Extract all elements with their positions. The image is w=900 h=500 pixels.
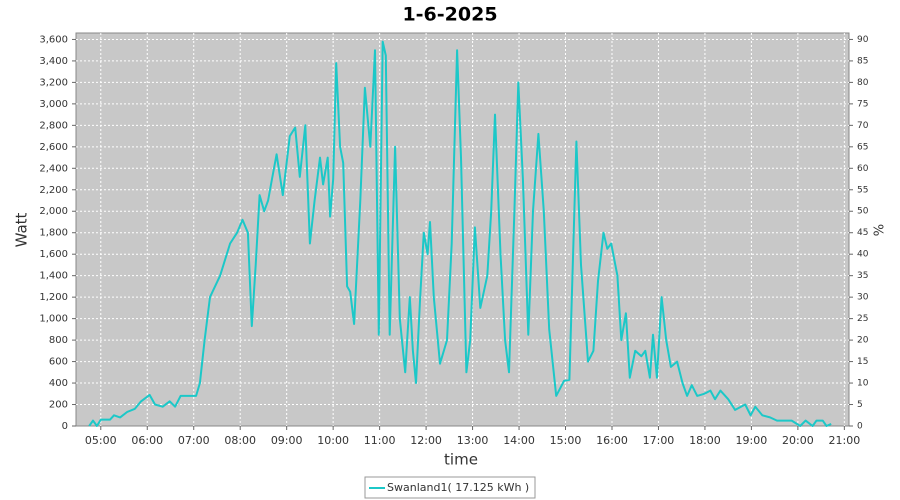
x-tick-label: 06:00 <box>131 434 163 447</box>
y2-tick-label: 65 <box>857 142 868 152</box>
y2-tick-label: 85 <box>857 56 868 66</box>
y-tick-label: 600 <box>49 357 68 368</box>
y2-tick-label: 40 <box>857 250 869 260</box>
y2-tick-label: 50 <box>857 207 869 217</box>
x-tick-label: 18:00 <box>689 434 721 447</box>
y-tick-label: 3,000 <box>39 99 68 110</box>
y2-tick-label: 90 <box>857 35 869 45</box>
x-tick-label: 05:00 <box>85 434 117 447</box>
y-tick-label: 1,600 <box>39 249 68 260</box>
y-tick-label: 2,600 <box>39 142 68 153</box>
y-tick-label: 1,200 <box>39 292 68 303</box>
legend: Swanland1( 17.125 kWh ) <box>364 476 536 499</box>
y2-tick-label: 55 <box>857 185 868 195</box>
data-line <box>88 40 832 427</box>
x-tick-label: 09:00 <box>271 434 303 447</box>
chart-title: 1-6-2025 <box>402 4 497 26</box>
x-tick-label: 08:00 <box>224 434 256 447</box>
x-tick-label: 21:00 <box>829 434 861 447</box>
x-tick-label: 16:00 <box>596 434 628 447</box>
y2-tick-label: 10 <box>857 379 869 389</box>
x-tick-label: 15:00 <box>550 434 582 447</box>
x-tick-label: 17:00 <box>643 434 675 447</box>
y-tick-label: 1,400 <box>39 271 68 282</box>
y-tick-label: 800 <box>49 335 68 346</box>
x-axis-label: time <box>444 451 478 469</box>
y-tick-label: 1,800 <box>39 228 68 239</box>
y-axis-label: Watt <box>13 212 31 247</box>
x-tick-label: 07:00 <box>178 434 210 447</box>
y2-tick-label: 60 <box>857 164 869 174</box>
y-tick-label: 2,800 <box>39 120 68 131</box>
x-tick-label: 13:00 <box>457 434 489 447</box>
y-tick-label: 3,200 <box>39 77 68 88</box>
y2-axis-label: % <box>873 224 888 236</box>
legend-label: Swanland1( 17.125 kWh ) <box>387 481 529 494</box>
x-tick-label: 14:00 <box>503 434 535 447</box>
y2-tick-label: 0 <box>857 422 863 432</box>
y-tick-label: 2,400 <box>39 163 68 174</box>
x-tick-label: 12:00 <box>410 434 442 447</box>
y2-tick-label: 80 <box>857 78 869 88</box>
y-tick-label: 400 <box>49 378 68 389</box>
y2-tick-label: 35 <box>857 271 868 281</box>
legend-box <box>364 476 536 499</box>
y2-tick-label: 5 <box>857 400 863 410</box>
y-tick-label: 0 <box>62 421 68 432</box>
y-tick-label: 3,600 <box>39 34 68 45</box>
y2-tick-label: 25 <box>857 314 868 324</box>
y-tick-label: 2,000 <box>39 206 68 217</box>
y2-tick-label: 15 <box>857 357 868 367</box>
y-tick-label: 2,200 <box>39 185 68 196</box>
y2-tick-label: 20 <box>857 336 869 346</box>
x-tick-label: 19:00 <box>736 434 768 447</box>
y2-tick-label: 30 <box>857 293 869 303</box>
y2-tick-label: 45 <box>857 228 868 238</box>
y2-tick-label: 70 <box>857 121 869 131</box>
x-tick-label: 10:00 <box>317 434 349 447</box>
x-tick-label: 11:00 <box>364 434 396 447</box>
y-tick-label: 200 <box>49 400 68 411</box>
y-tick-label: 3,400 <box>39 56 68 67</box>
y-tick-label: 1,000 <box>39 314 68 325</box>
x-tick-label: 20:00 <box>782 434 814 447</box>
y2-tick-label: 75 <box>857 99 868 109</box>
